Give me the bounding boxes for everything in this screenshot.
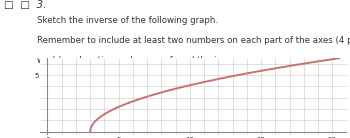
Text: Remember to include at least two numbers on each part of the axes (4 parts), and: Remember to include at least two numbers… bbox=[37, 36, 350, 45]
Text: □  □  3.: □ □ 3. bbox=[4, 0, 46, 10]
Text: Sketch the inverse of the following graph.: Sketch the inverse of the following grap… bbox=[37, 16, 218, 25]
Text: work/ explanation on how you found the inverse.: work/ explanation on how you found the i… bbox=[37, 56, 248, 65]
